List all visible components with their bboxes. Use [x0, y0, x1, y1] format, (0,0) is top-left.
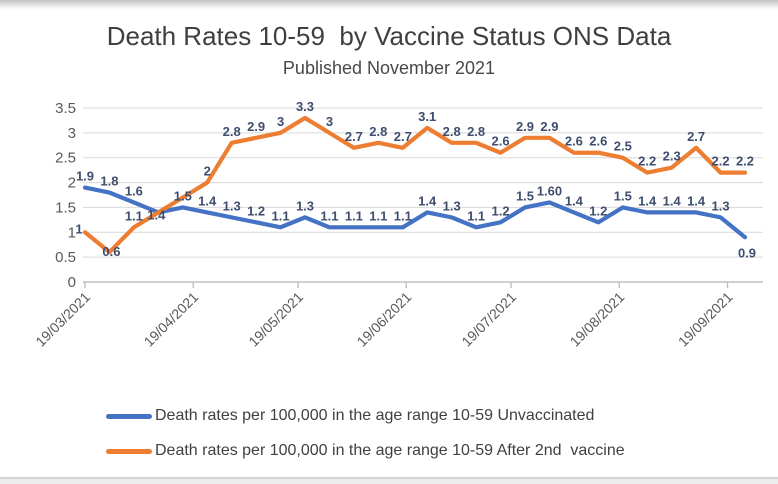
data-label: 2.9: [540, 119, 558, 134]
data-label: 1.2: [589, 203, 607, 218]
data-label: 2.8: [223, 124, 241, 139]
data-label: 1.4: [198, 193, 217, 208]
data-label: 1.1: [467, 208, 485, 223]
y-tick-label: 1.5: [55, 199, 76, 216]
data-label: 1.5: [516, 188, 534, 203]
bottom-border-line: [0, 477, 778, 479]
data-label: 2.3: [663, 149, 681, 164]
data-label: 1.9: [76, 169, 94, 184]
top-border-gradient: [0, 0, 778, 9]
data-label: 1.1: [394, 208, 412, 223]
y-tick-label: 3: [68, 125, 76, 142]
data-label: 3.1: [418, 109, 436, 124]
data-label: 3.3: [296, 99, 314, 114]
data-label: 1.5: [174, 188, 192, 203]
data-label: 1.1: [345, 208, 363, 223]
data-label: 1.2: [492, 203, 510, 218]
data-label: 1.6: [125, 183, 143, 198]
data-label: 2.6: [492, 134, 510, 149]
data-label: 2.5: [614, 139, 632, 154]
data-label: 2.8: [467, 124, 485, 139]
data-label: 2.7: [345, 129, 363, 144]
data-label: 2.9: [516, 119, 534, 134]
legend-label-unvaccinated: Death rates per 100,000 in the age range…: [155, 407, 595, 424]
data-label: 2.8: [443, 124, 461, 139]
x-tick-label: 19/05/2021: [245, 289, 306, 350]
data-label: 3: [277, 114, 284, 129]
y-tick-label: 3.5: [55, 100, 76, 117]
data-label: 1.4: [663, 193, 682, 208]
data-label: 1.1: [272, 208, 290, 223]
chart-title: Death Rates 10-59 by Vaccine Status ONS …: [106, 21, 672, 51]
x-tick-label: 19/09/2021: [675, 289, 736, 350]
data-label: 0.9: [738, 245, 756, 260]
x-tick-label: 19/04/2021: [141, 289, 202, 350]
x-tick-label: 19/06/2021: [354, 289, 415, 350]
data-label: 1.4: [638, 193, 657, 208]
data-label: 2.6: [565, 134, 583, 149]
data-label: 2.7: [394, 129, 412, 144]
data-label: 1: [75, 221, 82, 236]
x-tick-label: 19/08/2021: [567, 289, 628, 350]
data-label: 1.4: [418, 193, 437, 208]
data-label: 2.2: [736, 154, 754, 169]
data-label: 1.1: [125, 208, 143, 223]
data-label: 0.6: [102, 244, 120, 259]
data-label: 1.3: [296, 198, 314, 213]
legend-item-after-2nd-vaccine: Death rates per 100,000 in the age range…: [106, 442, 625, 460]
data-label: 1.60: [537, 183, 562, 198]
legend-item-unvaccinated: Death rates per 100,000 in the age range…: [106, 407, 594, 425]
data-label: 1.2: [247, 203, 265, 218]
data-label: 2.8: [369, 124, 387, 139]
data-label: 2.7: [687, 129, 705, 144]
data-label: 1.5: [614, 188, 632, 203]
chart-subtitle: Published November 2021: [282, 58, 496, 78]
data-label: 2.9: [247, 119, 265, 134]
data-label: 1.3: [712, 198, 730, 213]
legend-label-after-2nd-vaccine: Death rates per 100,000 in the age range…: [155, 442, 625, 459]
data-label: 1.8: [100, 174, 118, 189]
data-label: 1.4: [565, 193, 584, 208]
data-label: 1.4: [687, 193, 706, 208]
y-tick-label: 1: [68, 224, 76, 241]
y-tick-label: 0.5: [55, 249, 76, 266]
data-label: 3: [326, 114, 333, 129]
legend-swatch-unvaccinated: [106, 413, 152, 419]
x-tick-label: 19/03/2021: [32, 289, 93, 350]
data-label: 2: [204, 164, 211, 179]
y-tick-label: 0: [68, 274, 76, 291]
data-label: 1.1: [320, 208, 338, 223]
data-label: 1.1: [369, 208, 387, 223]
series-line-unvaccinated: [82, 185, 748, 240]
bottom-border-area: [0, 479, 778, 484]
x-tick-label: 19/07/2021: [458, 289, 519, 350]
y-tick-label: 2: [68, 175, 76, 192]
legend-swatch-after-2nd-vaccine: [106, 448, 152, 454]
data-label: 2.2: [638, 154, 656, 169]
data-label: 1.3: [443, 198, 461, 213]
data-label: 1.4: [147, 207, 166, 222]
data-label: 2.6: [589, 134, 607, 149]
series-line-after-2nd-vaccine: [82, 115, 748, 255]
data-label: 1.3: [223, 198, 241, 213]
data-label: 2.2: [712, 154, 730, 169]
y-tick-label: 2.5: [55, 150, 76, 167]
